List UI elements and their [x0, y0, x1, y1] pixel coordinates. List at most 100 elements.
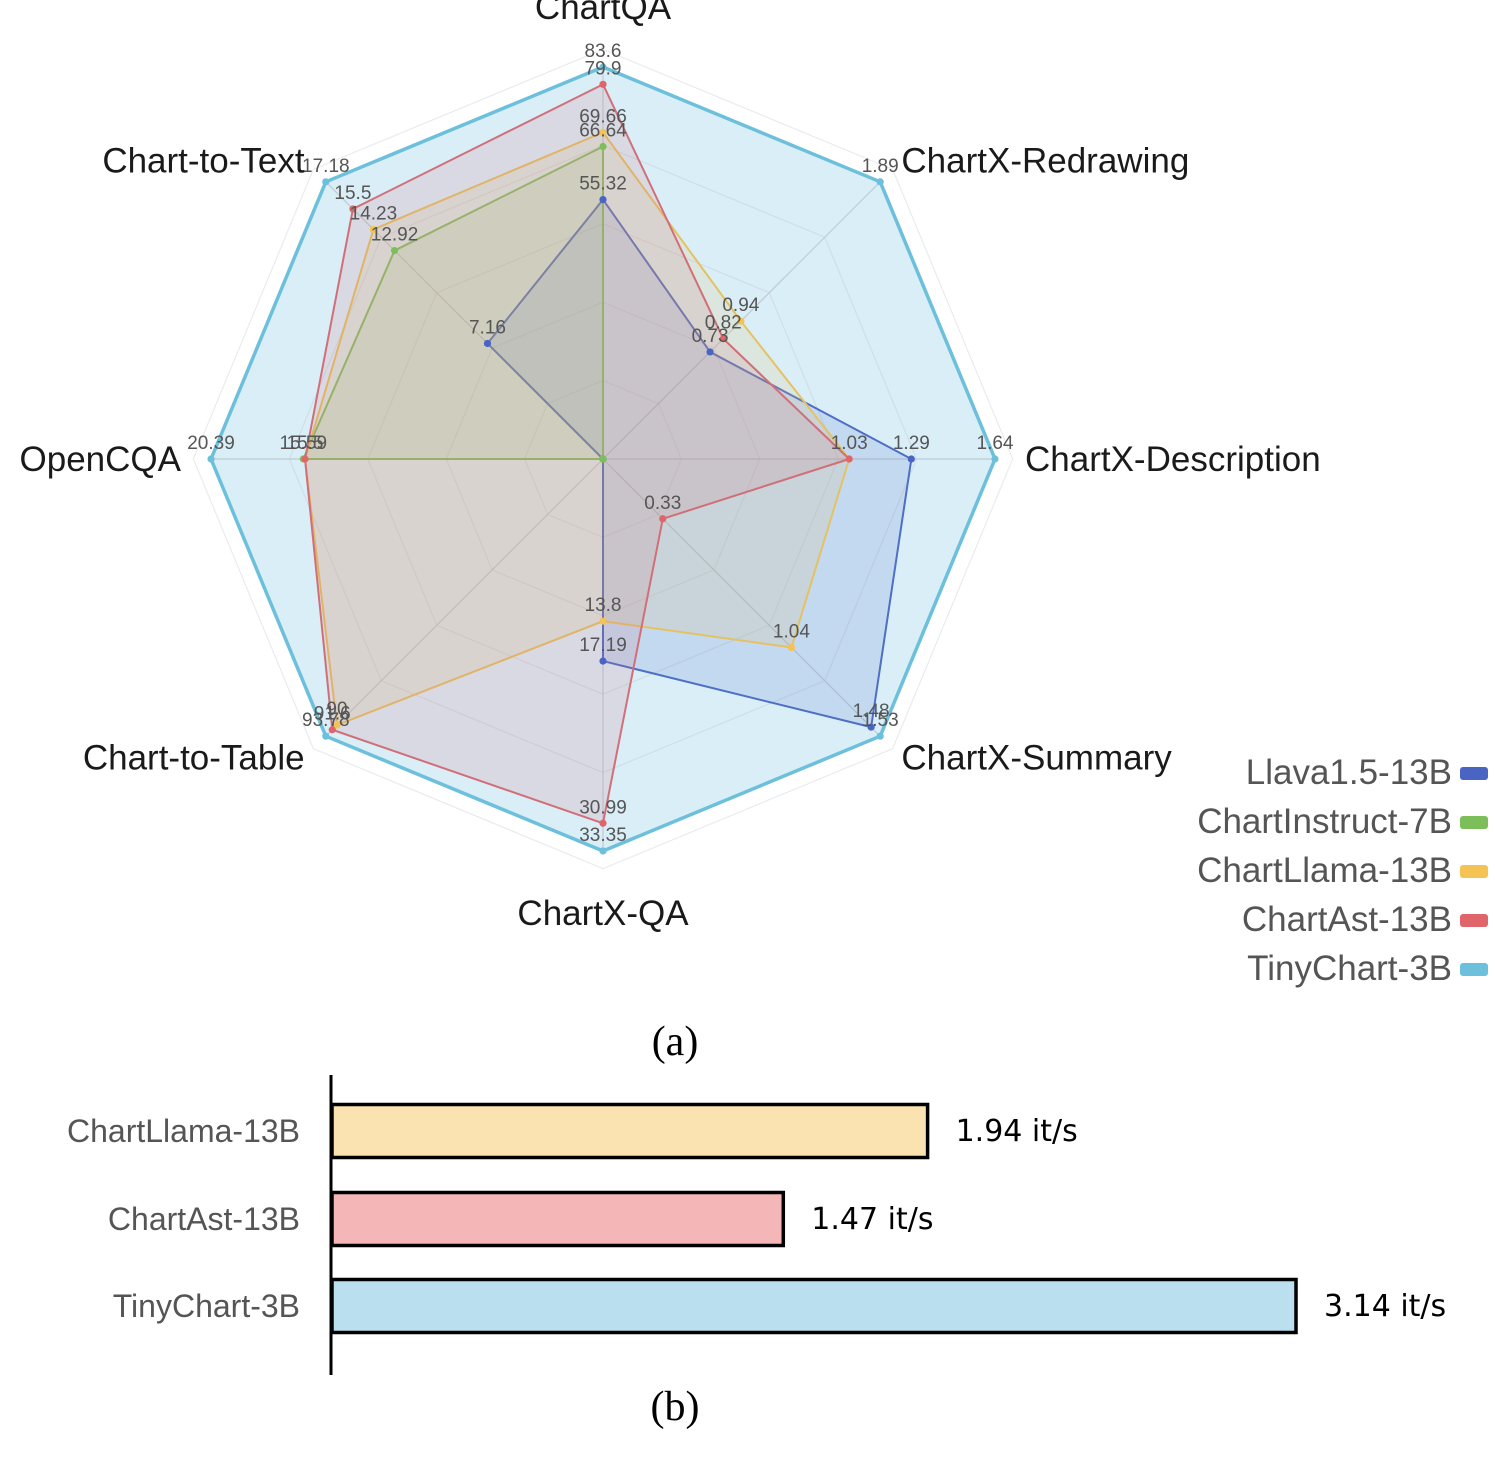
- bar-chartast-13b: [330, 1190, 786, 1248]
- legend-item-llava1-5-13b: Llava1.5-13B: [1246, 753, 1488, 792]
- radar-value-llava1-5-13b-chart-to-text: 7.16: [469, 317, 506, 338]
- bar-category-label-chartast-13b: ChartAst-13B: [108, 1201, 300, 1237]
- radar-point-llava1-5-13b-chartx-qa: [599, 657, 607, 665]
- radar-point-chartinstruct-7b-chart-to-table: [599, 455, 607, 463]
- bar-category-label-tinychart-3b: TinyChart-3B: [113, 1288, 300, 1324]
- radar-point-chartinstruct-7b-chart-to-text: [390, 246, 399, 255]
- radar-point-chartast-13b-chartqa: [599, 80, 607, 88]
- radar-value-tinychart-3b-chartx-redrawing: 1.89: [862, 156, 899, 177]
- radar-point-chartllama-13b-chartx-qa: [599, 617, 607, 625]
- radar-point-tinychart-3b-chartx-redrawing: [876, 178, 884, 186]
- legend-swatch: [1460, 963, 1488, 976]
- radar-points: [207, 63, 999, 855]
- radar-value-tinychart-3b-chartx-qa: 33.35: [579, 825, 627, 846]
- radar-value-chartllama-13b-chartx-redrawing: 0.94: [722, 295, 759, 316]
- bar-value-label-chartast-13b: 1.47 it/s: [811, 1202, 933, 1237]
- radar-value-chartllama-13b-chartx-summary: 1.04: [773, 621, 810, 642]
- radar-spoke-chart-to-table: [325, 458, 604, 737]
- radar-value-chartllama-13b-chartx-description: 1.03: [831, 433, 868, 454]
- radar-point-llava1-5-13b-chartx-summary: [867, 723, 875, 731]
- radar-value-llava1-5-13b-chartx-summary: 1.48: [853, 701, 890, 722]
- radar-point-chartast-13b-opencqa: [301, 455, 309, 463]
- radar-value-llava1-5-13b-chartqa: 55.32: [579, 174, 627, 195]
- radar-point-chartllama-13b-chartqa: [599, 128, 607, 136]
- radar-value-chartast-13b-chartx-summary: 0.33: [644, 493, 681, 514]
- radar-outer-ring: [192, 48, 1014, 870]
- radar-legend: Llava1.5-13B ChartInstruct-7B ChartLlama-1…: [1197, 753, 1488, 988]
- radar-value-labels: 55.32 0.73 1.29 1.48 17.19 7.16 66.64 15.59 12.9…: [187, 41, 1014, 846]
- legend-swatch: [1460, 816, 1488, 829]
- radar-value-tinychart-3b-opencqa: 20.39: [187, 433, 235, 454]
- legend-label: Llava1.5-13B: [1246, 753, 1452, 792]
- radar-point-tinychart-3b-chartx-description: [991, 455, 999, 463]
- radar-value-chartllama-13b-chartx-qa: 13.8: [585, 595, 622, 616]
- radar-point-chartllama-13b-chartx-summary: [787, 643, 796, 652]
- radar-value-chartast-13b-chartx-redrawing: 0.82: [705, 313, 742, 334]
- radar-point-llava1-5-13b-chart-to-text: [483, 339, 492, 348]
- radar-point-tinychart-3b-chartqa: [599, 63, 607, 71]
- radar-point-chartast-13b-chart-to-table: [328, 726, 336, 734]
- radar-axis-label-chartx-qa: ChartX-QA: [517, 894, 689, 933]
- radar-point-chartllama-13b-chartx-redrawing: [737, 317, 745, 325]
- radar-value-tinychart-3b-chartqa: 83.6: [585, 41, 622, 62]
- legend-item-chartinstruct-7b: ChartInstruct-7B: [1197, 802, 1488, 841]
- radar-series-llava1-5-13b: [486, 198, 913, 729]
- legend-label: ChartInstruct-7B: [1197, 802, 1452, 841]
- radar-point-chartast-13b-chartx-redrawing: [719, 335, 727, 343]
- caption-b: (b): [651, 1384, 700, 1430]
- radar-value-chartinstruct-7b-opencqa: 15.59: [280, 433, 328, 454]
- radar-point-llava1-5-13b-chartqa: [599, 196, 607, 204]
- radar-point-chartinstruct-7b-chartqa: [599, 142, 607, 151]
- radar-axis-label-chartx-description: ChartX-Description: [1025, 440, 1321, 479]
- radar-value-llava1-5-13b-chartx-description: 1.29: [893, 433, 930, 454]
- radar-point-tinychart-3b-chartx-qa: [599, 847, 607, 855]
- radar-value-tinychart-3b-chart-to-table: 93.78: [302, 710, 350, 731]
- radar-value-llava1-5-13b-chartx-qa: 17.19: [579, 635, 627, 656]
- legend-swatch: [1460, 865, 1488, 878]
- radar-value-chartast-13b-chart-to-text: 15.5: [334, 183, 371, 204]
- radar-point-tinychart-3b-opencqa: [207, 455, 215, 463]
- radar-axis-label-chartx-redrawing: ChartX-Redrawing: [901, 142, 1189, 181]
- bar-chartllama-13b: [330, 1102, 930, 1160]
- radar-axis-label-opencqa: OpenCQA: [20, 440, 182, 479]
- legend-item-tinychart-3b: TinyChart-3B: [1247, 949, 1488, 988]
- radar-point-tinychart-3b-chart-to-table: [322, 732, 330, 740]
- radar-point-tinychart-3b-chartx-summary: [876, 732, 884, 740]
- bar-tinychart-3b: [330, 1277, 1298, 1335]
- radar-point-tinychart-3b-chart-to-text: [322, 178, 330, 186]
- bar-chart: ChartLlama-13B 1.94 it/s ChartAst-13B 1.47 …: [67, 1075, 1446, 1375]
- radar-point-chartllama-13b-chart-to-text: [369, 225, 378, 234]
- radar-axis-label-chartx-summary: ChartX-Summary: [901, 738, 1172, 777]
- radar-value-chartast-13b-chartqa: 79.9: [585, 58, 622, 79]
- radar-value-tinychart-3b-chart-to-text: 17.18: [302, 156, 350, 177]
- radar-value-chartllama-13b-chart-to-table: 90: [326, 699, 347, 720]
- radar-spoke-chartx-summary: [602, 458, 881, 737]
- radar-axis-label-chartqa: ChartQA: [535, 0, 672, 27]
- radar-point-chartast-13b-chart-to-text: [349, 205, 357, 213]
- legend-swatch: [1460, 767, 1488, 780]
- radar-value-chartast-13b-chart-to-table: 91.6: [314, 704, 351, 725]
- legend-label: ChartAst-13B: [1242, 900, 1452, 939]
- radar-point-chartast-13b-chartx-qa: [599, 819, 607, 827]
- radar-axis-label-chart-to-text: Chart-to-Text: [102, 142, 305, 181]
- bar-value-label-tinychart-3b: 3.14 it/s: [1324, 1289, 1446, 1324]
- radar-point-chartllama-13b-chart-to-table: [333, 721, 341, 729]
- legend-swatch: [1460, 914, 1488, 927]
- caption-a: (a): [652, 1019, 699, 1065]
- radar-point-llava1-5-13b-chartx-description: [907, 455, 915, 463]
- radar-point-llava1-5-13b-chartx-redrawing: [706, 348, 714, 356]
- radar-axis-label-chart-to-table: Chart-to-Table: [83, 738, 305, 777]
- legend-item-chartast-13b: ChartAst-13B: [1242, 900, 1488, 939]
- radar-value-chartllama-13b-opencqa: 15.5: [287, 433, 324, 454]
- legend-item-chartllama-13b: ChartLlama-13B: [1197, 851, 1488, 890]
- legend-label: TinyChart-3B: [1247, 949, 1452, 988]
- radar-value-chartast-13b-chartx-qa: 30.99: [579, 797, 627, 818]
- radar-point-chartast-13b-chartx-description: [845, 455, 853, 463]
- radar-value-chartinstruct-7b-chartqa: 66.64: [579, 121, 627, 142]
- bar-category-label-chartllama-13b: ChartLlama-13B: [67, 1113, 300, 1149]
- radar-value-tinychart-3b-chartx-description: 1.64: [977, 433, 1014, 454]
- radar-value-chartllama-13b-chart-to-text: 14.23: [350, 203, 398, 224]
- radar-value-chartinstruct-7b-chart-to-text: 12.92: [371, 225, 419, 246]
- radar-point-chartast-13b-chartx-summary: [659, 515, 667, 523]
